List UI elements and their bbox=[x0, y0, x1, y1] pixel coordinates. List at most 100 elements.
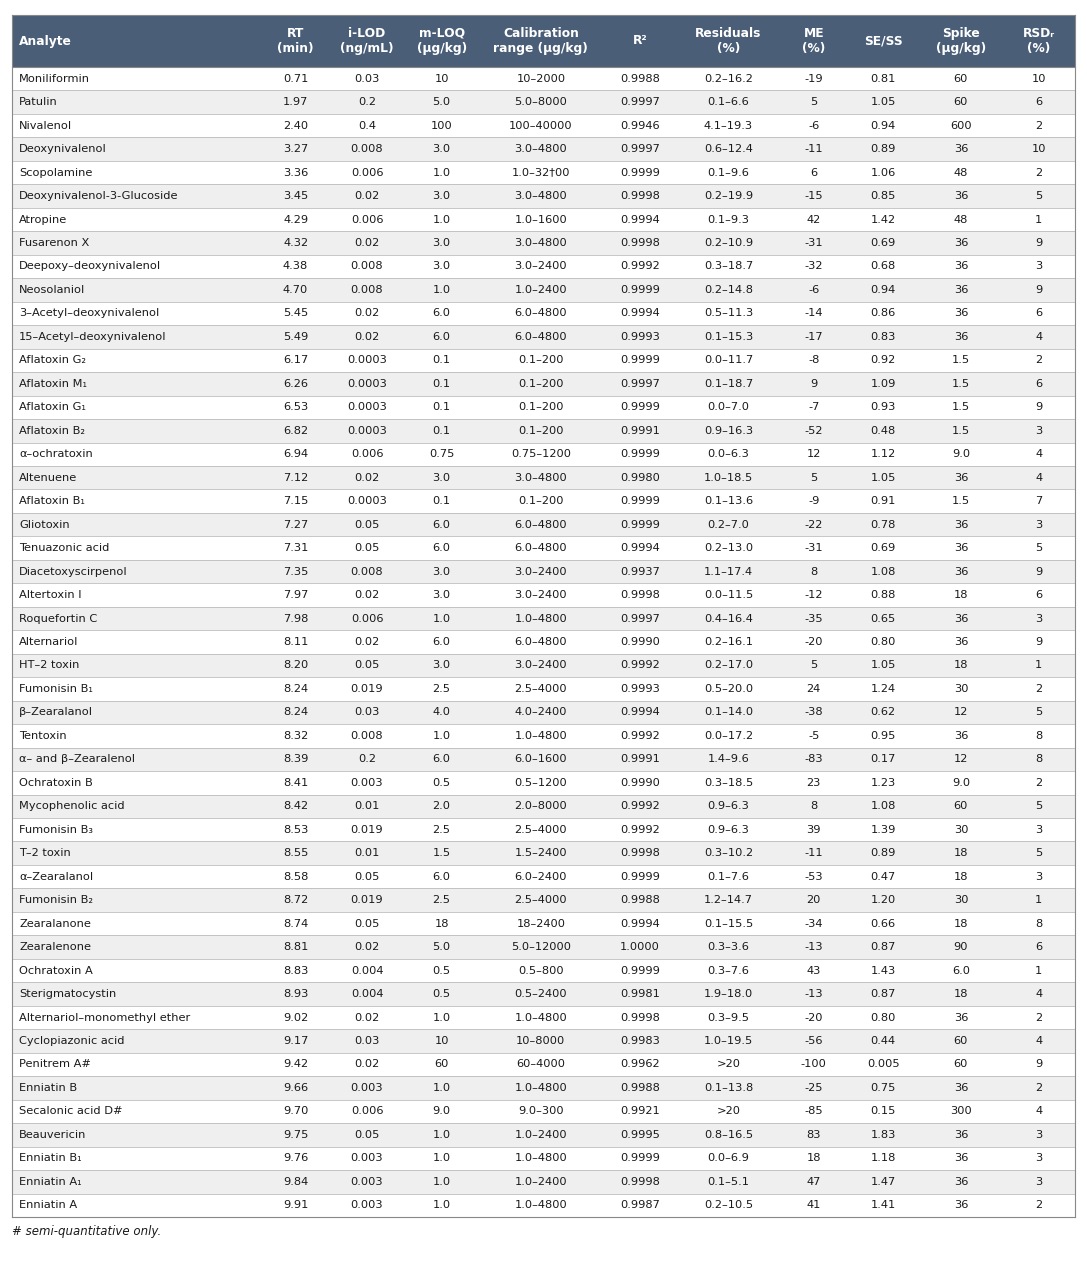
Text: 0.9992: 0.9992 bbox=[620, 261, 660, 271]
Text: 0.008: 0.008 bbox=[351, 261, 384, 271]
Text: 3: 3 bbox=[1035, 426, 1042, 435]
Text: 0.5: 0.5 bbox=[433, 965, 451, 975]
Text: 0.9991: 0.9991 bbox=[620, 426, 660, 435]
Text: 9.0: 9.0 bbox=[433, 1106, 451, 1116]
Text: 0.1–200: 0.1–200 bbox=[518, 379, 563, 389]
Text: 0.9991: 0.9991 bbox=[620, 754, 660, 764]
Text: Spike
(μg/kg): Spike (μg/kg) bbox=[936, 27, 986, 55]
Text: -100: -100 bbox=[801, 1060, 827, 1070]
Text: 0.9997: 0.9997 bbox=[620, 379, 660, 389]
Text: 0.1–5.1: 0.1–5.1 bbox=[708, 1176, 749, 1187]
Bar bbox=[12, 865, 1075, 888]
Text: 8.74: 8.74 bbox=[283, 919, 309, 928]
Bar bbox=[12, 161, 1075, 184]
Text: 1.24: 1.24 bbox=[871, 684, 896, 694]
Text: 1.2–14.7: 1.2–14.7 bbox=[704, 895, 753, 905]
Bar bbox=[12, 1100, 1075, 1123]
Bar bbox=[12, 818, 1075, 841]
Text: 2.5: 2.5 bbox=[433, 824, 451, 835]
Text: 0.019: 0.019 bbox=[351, 895, 384, 905]
Text: 3.0–2400: 3.0–2400 bbox=[514, 590, 567, 600]
Text: 0.01: 0.01 bbox=[354, 801, 379, 812]
Text: 0.2–14.8: 0.2–14.8 bbox=[704, 285, 753, 294]
Text: 9: 9 bbox=[1035, 402, 1042, 412]
Text: -13: -13 bbox=[804, 989, 823, 1000]
Text: 18: 18 bbox=[953, 872, 969, 882]
Bar bbox=[12, 654, 1075, 677]
Text: 0.9987: 0.9987 bbox=[620, 1201, 660, 1211]
Text: Moniliformin: Moniliformin bbox=[18, 74, 90, 83]
Text: 6: 6 bbox=[810, 168, 817, 178]
Text: 0.9992: 0.9992 bbox=[620, 731, 660, 741]
Text: 36: 36 bbox=[953, 543, 969, 553]
Text: 0.0–11.7: 0.0–11.7 bbox=[704, 356, 753, 365]
Text: 0.9946: 0.9946 bbox=[621, 120, 660, 131]
Text: 0.3–10.2: 0.3–10.2 bbox=[704, 849, 753, 858]
Text: 7.31: 7.31 bbox=[283, 543, 309, 553]
Bar bbox=[12, 1170, 1075, 1193]
Text: 5.0: 5.0 bbox=[433, 942, 451, 952]
Text: Alternariol–monomethyl ether: Alternariol–monomethyl ether bbox=[18, 1012, 190, 1023]
Text: 0.78: 0.78 bbox=[871, 520, 896, 530]
Text: 0.69: 0.69 bbox=[871, 238, 896, 248]
Text: -15: -15 bbox=[804, 191, 823, 201]
Text: 0.0003: 0.0003 bbox=[347, 426, 387, 435]
Text: 8: 8 bbox=[1035, 754, 1042, 764]
Bar bbox=[12, 302, 1075, 325]
Bar bbox=[12, 748, 1075, 771]
Text: 0.2–17.0: 0.2–17.0 bbox=[704, 660, 753, 671]
Text: 2: 2 bbox=[1035, 1201, 1042, 1211]
Text: 0.9990: 0.9990 bbox=[620, 778, 660, 787]
Text: Aflatoxin B₂: Aflatoxin B₂ bbox=[18, 426, 85, 435]
Text: Ochratoxin A: Ochratoxin A bbox=[18, 965, 92, 975]
Text: 0.5–1200: 0.5–1200 bbox=[514, 778, 567, 787]
Text: 9.75: 9.75 bbox=[283, 1130, 309, 1140]
Bar bbox=[12, 724, 1075, 748]
Text: 6: 6 bbox=[1035, 97, 1042, 108]
Text: 0.2–10.9: 0.2–10.9 bbox=[704, 238, 753, 248]
Text: 5.0: 5.0 bbox=[433, 97, 451, 108]
Text: α–ochratoxin: α–ochratoxin bbox=[18, 449, 92, 460]
Text: 8: 8 bbox=[1035, 731, 1042, 741]
Text: 0.9998: 0.9998 bbox=[620, 1176, 660, 1187]
Text: 9.42: 9.42 bbox=[283, 1060, 309, 1070]
Text: -17: -17 bbox=[804, 332, 823, 342]
Bar bbox=[12, 795, 1075, 818]
Text: 12: 12 bbox=[807, 449, 821, 460]
Bar bbox=[12, 419, 1075, 443]
Text: 23: 23 bbox=[807, 778, 821, 787]
Text: 24: 24 bbox=[807, 684, 821, 694]
Text: 3.0: 3.0 bbox=[433, 567, 451, 576]
Text: 7.98: 7.98 bbox=[283, 613, 309, 623]
Text: 0.9988: 0.9988 bbox=[620, 74, 660, 83]
Bar bbox=[12, 936, 1075, 959]
Text: SE/SS: SE/SS bbox=[864, 35, 902, 47]
Text: 3.0–4800: 3.0–4800 bbox=[514, 191, 567, 201]
Text: 0.1–9.6: 0.1–9.6 bbox=[708, 168, 749, 178]
Text: 8.53: 8.53 bbox=[283, 824, 309, 835]
Text: 0.9993: 0.9993 bbox=[620, 332, 660, 342]
Text: 0.003: 0.003 bbox=[351, 778, 384, 787]
Text: 20: 20 bbox=[807, 895, 821, 905]
Text: 0.0–6.3: 0.0–6.3 bbox=[708, 449, 749, 460]
Text: 0.75–1200: 0.75–1200 bbox=[511, 449, 571, 460]
Text: -53: -53 bbox=[804, 872, 823, 882]
Text: 0.5–800: 0.5–800 bbox=[518, 965, 564, 975]
Text: 0.008: 0.008 bbox=[351, 285, 384, 294]
Text: 36: 36 bbox=[953, 1130, 969, 1140]
Text: 6.17: 6.17 bbox=[283, 356, 309, 365]
Text: 9: 9 bbox=[1035, 1060, 1042, 1070]
Text: 0.003: 0.003 bbox=[351, 1083, 384, 1093]
Text: Neosolaniol: Neosolaniol bbox=[18, 285, 85, 294]
Text: Roquefortin C: Roquefortin C bbox=[18, 613, 97, 623]
Text: 0.1–6.6: 0.1–6.6 bbox=[708, 97, 749, 108]
Text: 9.0: 9.0 bbox=[952, 449, 970, 460]
Text: 3.0: 3.0 bbox=[433, 191, 451, 201]
Text: 4: 4 bbox=[1035, 332, 1042, 342]
Text: T–2 toxin: T–2 toxin bbox=[18, 849, 71, 858]
Text: 0.93: 0.93 bbox=[871, 402, 896, 412]
Text: Zearalenone: Zearalenone bbox=[18, 942, 91, 952]
Text: 0.9990: 0.9990 bbox=[620, 637, 660, 646]
Text: 1.0–4800: 1.0–4800 bbox=[514, 1201, 567, 1211]
Text: 18: 18 bbox=[953, 849, 969, 858]
